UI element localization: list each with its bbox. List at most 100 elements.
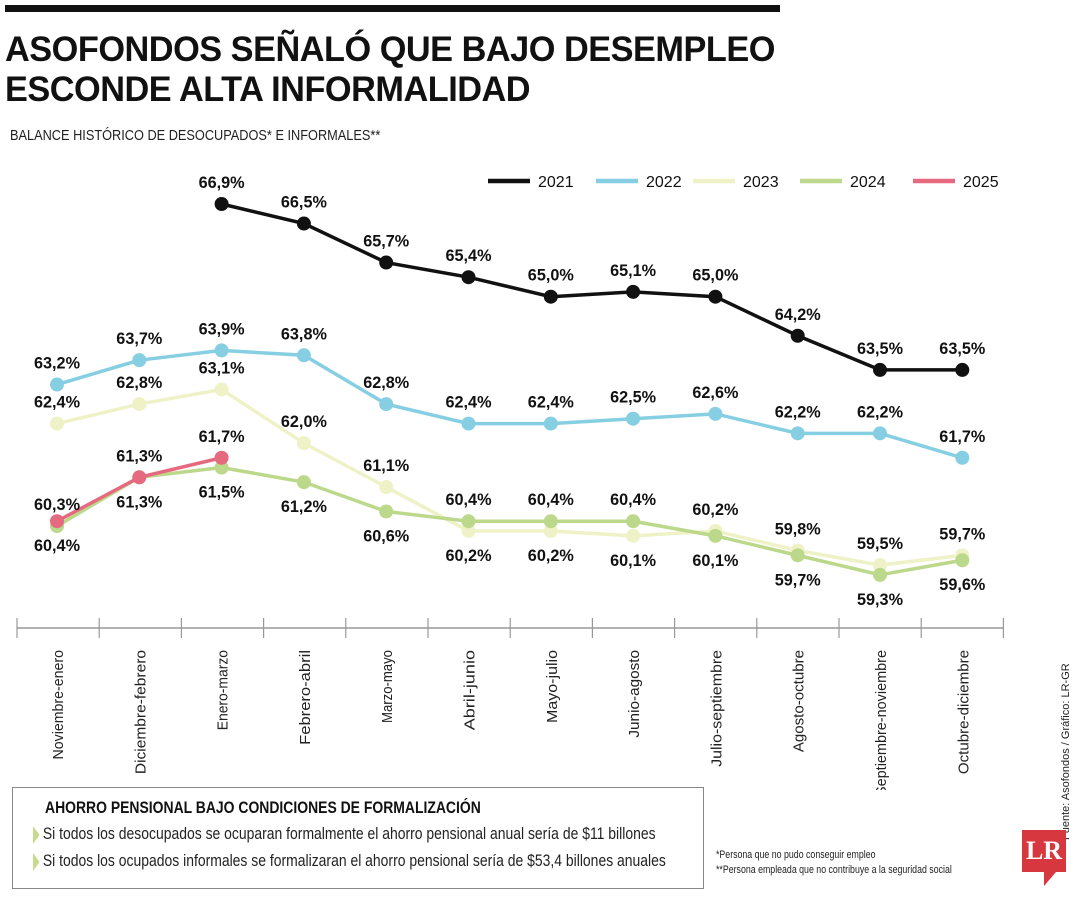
data-point-2021	[790, 328, 805, 343]
lr-logo-tail	[1044, 872, 1056, 886]
data-label-2024: 60,4%	[528, 490, 574, 509]
info-box-item-text: Si todos los desocupados se ocuparan for…	[42, 824, 656, 843]
data-label-2023: 60,1%	[610, 551, 656, 570]
data-label-2021: 63,5%	[857, 339, 903, 358]
data-point-2021	[708, 289, 723, 304]
data-point-2025	[214, 450, 229, 465]
data-label-2022: 63,8%	[281, 324, 327, 343]
data-label-2024: 60,1%	[692, 551, 738, 570]
x-tick-label: Mayo-julio	[544, 650, 561, 723]
data-point-2023	[132, 397, 147, 412]
data-point-2025	[132, 470, 147, 485]
data-label-2022: 63,9%	[199, 319, 245, 338]
series-line-2021	[221, 202, 963, 372]
data-label-2025: 61,3%	[116, 446, 162, 465]
data-label-2023: 59,7%	[939, 524, 985, 543]
info-box-item: Si todos los ocupados informales se form…	[33, 851, 666, 871]
legend-label-2023: 2023	[743, 174, 779, 191]
data-label-2023: 62,8%	[116, 373, 162, 392]
data-label-2023: 60,2%	[446, 546, 492, 565]
data-point-2023	[543, 523, 558, 538]
data-label-2021: 64,2%	[775, 305, 821, 324]
data-label-2023: 61,1%	[363, 456, 409, 475]
x-tick-label: Agosto-octubre	[791, 650, 808, 752]
data-point-2025	[50, 514, 64, 529]
data-point-2022	[955, 450, 970, 465]
data-point-2022	[626, 411, 641, 426]
data-label-2022: 63,7%	[116, 329, 162, 348]
data-label-2022: 62,4%	[528, 393, 574, 412]
data-point-2024	[296, 475, 311, 490]
footnote-1: *Persona que no pudo conseguir empleo	[716, 849, 876, 861]
data-point-2021	[955, 362, 970, 377]
data-label-2024: 60,6%	[363, 526, 409, 545]
legend-label-2024: 2024	[850, 174, 886, 191]
data-label-2021: 65,7%	[363, 232, 409, 251]
data-point-2023	[873, 558, 887, 573]
x-tick-label: Marzo-mayo	[379, 650, 396, 723]
chart-subtitle: BALANCE HISTÓRICO DE DESOCUPADOS* E INFO…	[10, 127, 381, 144]
x-tick-label: Noviembre-enero	[50, 650, 67, 760]
data-point-2023	[50, 416, 64, 431]
data-point-2022	[708, 406, 723, 421]
data-label-2024: 59,6%	[939, 575, 985, 594]
x-tick-label: Abril-junio	[462, 650, 479, 730]
x-tick-label: Junio-agosto	[626, 650, 643, 738]
legend-label-2021: 2021	[538, 174, 574, 191]
series-line-2023	[56, 387, 963, 567]
data-point-2024	[214, 460, 229, 475]
series-line-2022	[56, 348, 963, 460]
data-label-2024: 60,4%	[610, 490, 656, 509]
triangle-bullet-icon	[33, 825, 40, 844]
data-point-2023	[214, 382, 229, 397]
data-label-2022: 62,8%	[363, 373, 409, 392]
data-label-2023: 60,2%	[692, 500, 738, 519]
data-label-2024: 61,5%	[199, 483, 245, 502]
data-point-2021	[873, 362, 887, 377]
data-label-2025: 61,7%	[199, 427, 245, 446]
data-point-2022	[50, 377, 64, 392]
data-label-2021: 66,9%	[199, 173, 245, 192]
data-label-2024: 61,2%	[281, 497, 327, 516]
data-label-2022: 62,2%	[857, 402, 903, 421]
data-label-2022: 62,2%	[775, 402, 821, 421]
data-point-2024	[461, 514, 476, 529]
data-point-2021	[626, 284, 641, 299]
data-label-2024: 59,3%	[857, 590, 903, 609]
x-tick-label: Octubre-diciembre	[955, 650, 972, 774]
data-point-2022	[214, 343, 229, 358]
data-label-2023: 62,4%	[34, 393, 80, 412]
info-box-item-text: Si todos los ocupados informales se form…	[42, 851, 666, 870]
data-label-2022: 62,5%	[610, 388, 656, 407]
legend-label-2025: 2025	[963, 174, 999, 191]
data-label-2022: 63,2%	[34, 354, 80, 373]
data-label-2023: 59,5%	[857, 534, 903, 553]
data-point-2021	[379, 255, 394, 270]
data-point-2024	[543, 514, 558, 529]
footnotes: *Persona que no pudo conseguir empleo **…	[716, 848, 952, 878]
data-point-2021	[214, 197, 229, 211]
data-label-2023: 63,1%	[199, 358, 245, 377]
info-box-item: Si todos los desocupados se ocuparan for…	[33, 824, 656, 844]
data-label-2024: 59,7%	[775, 570, 821, 589]
data-point-2022	[873, 426, 887, 441]
x-tick-label: Septiembre-noviembre	[873, 650, 890, 790]
data-point-2023	[626, 528, 641, 543]
data-point-2021	[461, 270, 476, 285]
line-chart: Noviembre-enero Diciembre-febrero Enero-ma…	[16, 173, 1005, 790]
data-label-2024: 61,3%	[116, 492, 162, 511]
data-label-2021: 65,0%	[692, 266, 738, 285]
x-tick-label: Julio-septiembre	[708, 650, 725, 767]
page-title: ASOFONDOS SEÑALÓ QUE BAJO DESEMPLEO ESCO…	[5, 30, 775, 110]
top-rule	[5, 5, 780, 12]
x-tick-label: Diciembre-febrero	[132, 650, 149, 774]
data-label-2022: 62,6%	[692, 383, 738, 402]
data-point-2024	[379, 504, 394, 519]
data-point-2023	[379, 480, 394, 495]
data-label-2023: 59,8%	[775, 519, 821, 538]
data-label-2021: 63,5%	[939, 339, 985, 358]
data-point-2024	[708, 528, 723, 543]
data-label-2021: 65,4%	[446, 246, 492, 265]
data-label-2021: 66,5%	[281, 193, 327, 212]
series-line-2024	[56, 465, 963, 577]
